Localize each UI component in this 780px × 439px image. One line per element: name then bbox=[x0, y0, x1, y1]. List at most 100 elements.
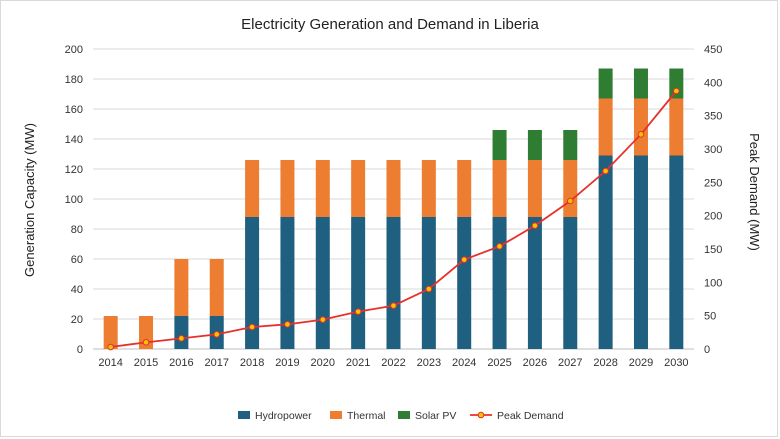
legend-swatch-hydropower bbox=[238, 411, 250, 419]
x-tick-label: 2019 bbox=[275, 357, 299, 369]
y-tick-label: 100 bbox=[65, 194, 83, 206]
demand-point bbox=[390, 302, 397, 309]
legend-label-thermal: Thermal bbox=[347, 410, 386, 422]
bar-solar-pv bbox=[492, 130, 507, 160]
legend-swatch-thermal bbox=[330, 411, 342, 419]
legend-label-hydropower: Hydropower bbox=[255, 410, 312, 422]
legend-swatch-marker bbox=[477, 411, 485, 419]
x-tick-label: 2030 bbox=[664, 357, 688, 369]
legend-label-peak-demand: Peak Demand bbox=[497, 410, 564, 422]
bar-thermal bbox=[563, 160, 578, 217]
legend: Hydropower Thermal Solar PV Peak Demand bbox=[238, 410, 564, 422]
y-axis-title: Generation Capacity (MW) bbox=[22, 123, 37, 277]
y-tick-label: 60 bbox=[71, 254, 83, 266]
legend-label-solar-pv: Solar PV bbox=[415, 410, 456, 422]
x-axis-ticks: 2014 2015 2016 2017 2018 2019 2020 2021 2022 2023… bbox=[98, 357, 688, 369]
demand-point bbox=[602, 167, 609, 175]
bar-thermal bbox=[421, 160, 436, 217]
bar-thermal bbox=[492, 160, 507, 217]
demand-point bbox=[531, 222, 539, 229]
y2-axis-ticks: 0 50 100 150 200 250 300 350 400 450 bbox=[704, 44, 722, 356]
gridlines bbox=[93, 48, 694, 350]
bar-solar-pv bbox=[669, 68, 684, 99]
bar-thermal bbox=[209, 259, 224, 316]
demand-point bbox=[107, 343, 114, 351]
bar-hydropower bbox=[633, 155, 648, 349]
y-tick-label: 140 bbox=[65, 134, 83, 146]
x-tick-label: 2022 bbox=[381, 357, 405, 369]
bar-thermal bbox=[527, 160, 542, 217]
bar-thermal bbox=[457, 160, 472, 217]
bar-thermal bbox=[245, 160, 260, 217]
demand-point bbox=[248, 323, 256, 331]
demand-line bbox=[107, 87, 680, 351]
bar-thermal bbox=[174, 259, 189, 316]
y-tick-label: 200 bbox=[65, 44, 83, 56]
y2-tick-label: 100 bbox=[704, 277, 722, 289]
y2-tick-label: 200 bbox=[704, 211, 722, 223]
bar-hydropower bbox=[563, 217, 578, 349]
demand-point bbox=[637, 131, 645, 138]
bar-hydropower bbox=[527, 217, 542, 349]
chart-title: Electricity Generation and Demand in Lib… bbox=[241, 16, 539, 33]
demand-point bbox=[284, 321, 291, 328]
y2-tick-label: 350 bbox=[704, 111, 722, 123]
demand-point bbox=[425, 285, 433, 293]
y-tick-label: 40 bbox=[71, 284, 83, 296]
y-tick-label: 160 bbox=[65, 104, 83, 116]
y-tick-label: 120 bbox=[65, 164, 83, 176]
x-tick-label: 2016 bbox=[169, 357, 193, 369]
bar-thermal bbox=[280, 160, 295, 217]
bar-hydropower bbox=[245, 217, 260, 349]
demand-point bbox=[142, 339, 150, 346]
x-tick-label: 2025 bbox=[487, 357, 511, 369]
y2-axis-title: Peak Demand (MW) bbox=[747, 133, 762, 251]
bar-solar-pv bbox=[633, 68, 648, 99]
bar-thermal bbox=[633, 98, 648, 156]
bar-thermal bbox=[315, 160, 330, 217]
bar-hydropower bbox=[280, 217, 295, 349]
demand-point bbox=[460, 256, 468, 263]
x-tick-label: 2018 bbox=[240, 357, 264, 369]
y2-tick-label: 400 bbox=[704, 77, 722, 89]
bar-hydropower bbox=[386, 217, 401, 349]
bar-solar-pv bbox=[527, 130, 542, 160]
bar-hydropower bbox=[351, 217, 366, 349]
bar-solar-pv bbox=[563, 130, 578, 160]
y-tick-label: 0 bbox=[77, 344, 83, 356]
bar-hydropower bbox=[315, 217, 330, 349]
bar-hydropower bbox=[669, 155, 684, 349]
x-tick-label: 2017 bbox=[204, 357, 228, 369]
demand-point bbox=[354, 308, 362, 315]
demand-point bbox=[673, 87, 680, 95]
y-axis-ticks: 0 20 40 60 80 100 120 140 160 180 200 bbox=[65, 44, 83, 356]
bar-hydropower bbox=[598, 155, 613, 349]
y-tick-label: 180 bbox=[65, 74, 83, 86]
legend-swatch-solar-pv bbox=[398, 411, 410, 419]
y2-tick-label: 250 bbox=[704, 177, 722, 189]
bar-thermal bbox=[669, 98, 684, 156]
bar-thermal bbox=[386, 160, 401, 217]
y2-tick-label: 0 bbox=[704, 344, 710, 356]
bar-hydropower bbox=[492, 217, 507, 349]
bar-thermal bbox=[598, 98, 613, 156]
x-tick-label: 2014 bbox=[98, 357, 122, 369]
x-tick-label: 2021 bbox=[346, 357, 370, 369]
x-tick-label: 2028 bbox=[593, 357, 617, 369]
demand-point bbox=[178, 335, 185, 342]
y-tick-label: 20 bbox=[71, 314, 83, 326]
x-tick-label: 2026 bbox=[523, 357, 547, 369]
bar-series bbox=[103, 68, 684, 349]
bar-thermal bbox=[139, 316, 154, 349]
x-tick-label: 2027 bbox=[558, 357, 582, 369]
bar-solar-pv bbox=[598, 68, 613, 99]
bar-hydropower bbox=[174, 316, 189, 349]
y2-tick-label: 300 bbox=[704, 144, 722, 156]
y2-tick-label: 150 bbox=[704, 244, 722, 256]
demand-point bbox=[319, 316, 327, 323]
x-tick-label: 2024 bbox=[452, 357, 476, 369]
x-tick-label: 2015 bbox=[134, 357, 158, 369]
bar-hydropower bbox=[421, 217, 436, 349]
